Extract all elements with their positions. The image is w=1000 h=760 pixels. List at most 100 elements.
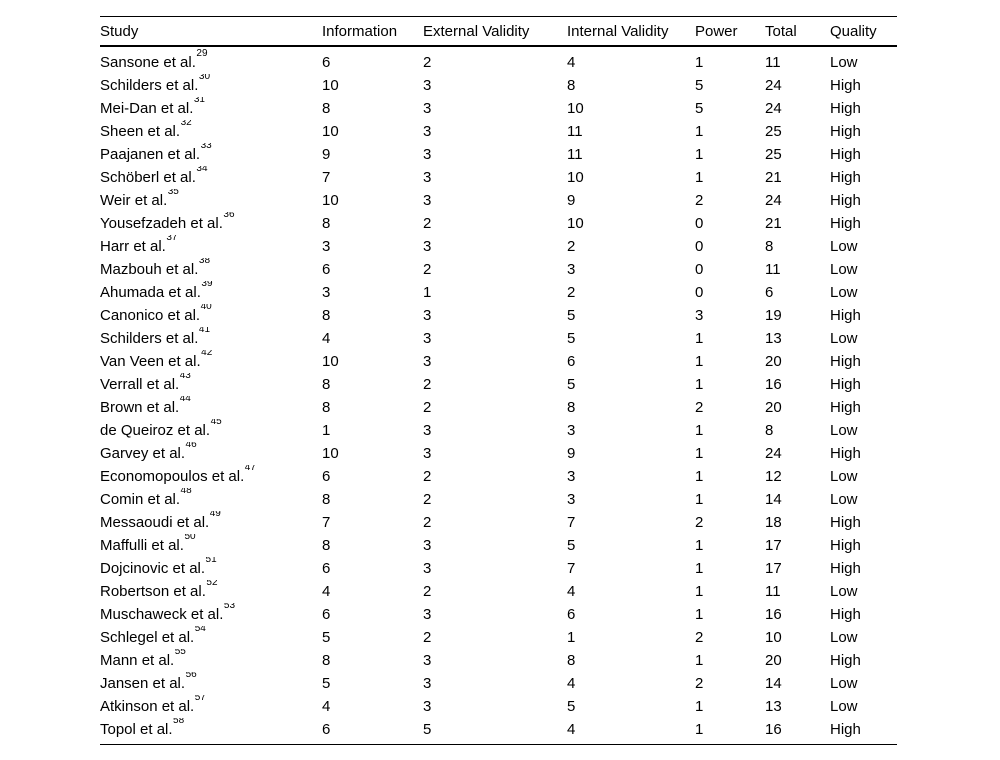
study-reference-superscript: 46 (185, 442, 197, 450)
study-reference-superscript: 37 (166, 235, 178, 243)
information-cell: 9 (322, 146, 331, 163)
study-reference-superscript: 35 (167, 189, 179, 197)
information-cell: 1 (322, 422, 331, 439)
total-cell: 11 (765, 54, 781, 71)
internal-validity-cell: 2 (567, 238, 576, 255)
table-row: Comin et al.48 8 2 3 1 14 Low (100, 488, 897, 511)
total-cell: 24 (765, 192, 782, 209)
study-cell: Muschaweck et al.53 (100, 603, 322, 626)
external-validity-cell: 3 (423, 146, 432, 163)
study-name: Comin et al. (100, 491, 181, 508)
study-cell: Schilders et al.30 (100, 74, 322, 97)
internal-validity-cell: 11 (567, 123, 583, 140)
study-name: Topol et al. (100, 721, 173, 738)
study-cell: Mazbouh et al.38 (100, 258, 322, 281)
table-row: Schilders et al.30 10 3 8 5 24 High (100, 74, 897, 97)
quality-cell: Low (830, 261, 858, 278)
external-validity-cell: 3 (423, 698, 432, 715)
table-row: Mei-Dan et al.31 8 3 10 5 24 High (100, 97, 897, 120)
external-validity-cell: 2 (423, 399, 432, 416)
quality-cell: High (830, 77, 861, 94)
study-reference-superscript: 29 (196, 48, 208, 59)
external-validity-cell: 2 (423, 54, 432, 71)
internal-validity-cell: 3 (567, 261, 576, 278)
study-name: Jansen et al. (100, 675, 186, 692)
study-name: Canonico et al. (100, 307, 201, 324)
study-cell: Van Veen et al.42 (100, 350, 322, 373)
internal-validity-cell: 4 (567, 721, 576, 738)
information-cell: 4 (322, 698, 331, 715)
power-cell: 2 (695, 629, 704, 646)
column-header-study: Study (100, 16, 322, 47)
total-cell: 21 (765, 169, 782, 186)
table-row: Economopoulos et al.47 6 2 3 1 12 Low (100, 465, 897, 488)
power-cell: 1 (695, 606, 704, 623)
quality-cell: Low (830, 629, 858, 646)
study-name: Maffulli et al. (100, 537, 184, 554)
power-cell: 5 (695, 77, 704, 94)
quality-cell: High (830, 353, 861, 370)
column-header-power: Power (695, 16, 765, 47)
information-cell: 7 (322, 514, 331, 531)
information-cell: 6 (322, 261, 331, 278)
information-cell: 6 (322, 721, 331, 738)
study-reference-superscript: 42 (201, 350, 213, 358)
external-validity-cell: 1 (423, 284, 432, 301)
study-name: Economopoulos et al. (100, 468, 245, 485)
external-validity-cell: 3 (423, 123, 432, 140)
column-header-information: Information (322, 16, 423, 47)
internal-validity-cell: 5 (567, 376, 576, 393)
total-cell: 12 (765, 468, 782, 485)
table-row: Topol et al.58 6 5 4 1 16 High (100, 718, 897, 745)
study-quality-assessment-table: Study Information External Validity Interna… (100, 16, 897, 745)
quality-cell: Low (830, 422, 858, 439)
table-row: Paajanen et al.33 9 3 11 1 25 High (100, 143, 897, 166)
information-cell: 8 (322, 537, 331, 554)
power-cell: 1 (695, 583, 704, 600)
power-cell: 1 (695, 353, 704, 370)
study-reference-superscript: 40 (200, 304, 212, 312)
study-cell: Atkinson et al.57 (100, 695, 322, 718)
total-cell: 20 (765, 353, 782, 370)
table-row: Dojcinovic et al.51 6 3 7 1 17 High (100, 557, 897, 580)
study-name: Schlegel et al. (100, 629, 195, 646)
internal-validity-cell: 3 (567, 468, 576, 485)
external-validity-cell: 2 (423, 261, 432, 278)
study-name: Mann et al. (100, 652, 175, 669)
column-header-total: Total (765, 16, 830, 47)
study-name: Weir et al. (100, 192, 168, 209)
study-reference-superscript: 33 (200, 143, 212, 151)
total-cell: 16 (765, 376, 782, 393)
total-cell: 19 (765, 307, 782, 324)
power-cell: 0 (695, 238, 704, 255)
quality-cell: High (830, 307, 861, 324)
information-cell: 6 (322, 560, 331, 577)
table-row: Garvey et al.46 10 3 9 1 24 High (100, 442, 897, 465)
quality-cell: Low (830, 491, 858, 508)
information-cell: 10 (322, 445, 339, 462)
table-row: Atkinson et al.57 4 3 5 1 13 Low (100, 695, 897, 718)
power-cell: 1 (695, 445, 704, 462)
study-cell: Comin et al.48 (100, 488, 322, 511)
study-reference-superscript: 50 (184, 534, 196, 542)
study-name: Schilders et al. (100, 330, 199, 347)
information-cell: 8 (322, 215, 331, 232)
study-name: Sansone et al. (100, 54, 196, 71)
total-cell: 16 (765, 721, 782, 738)
study-reference-superscript: 30 (198, 74, 211, 82)
study-cell: Economopoulos et al.47 (100, 465, 322, 488)
information-cell: 8 (322, 399, 331, 416)
internal-validity-cell: 5 (567, 698, 576, 715)
total-cell: 24 (765, 100, 782, 117)
table-row: Harr et al.37 3 3 2 0 8 Low (100, 235, 897, 258)
external-validity-cell: 2 (423, 491, 432, 508)
quality-cell: High (830, 100, 861, 117)
study-reference-superscript: 44 (179, 396, 191, 404)
study-reference-superscript: 47 (244, 465, 256, 473)
quality-cell: Low (830, 583, 858, 600)
external-validity-cell: 3 (423, 169, 432, 186)
table-row: Verrall et al.43 8 2 5 1 16 High (100, 373, 897, 396)
table-row: Sansone et al.29 6 2 4 1 11 Low (100, 46, 897, 74)
study-name: Robertson et al. (100, 583, 206, 600)
